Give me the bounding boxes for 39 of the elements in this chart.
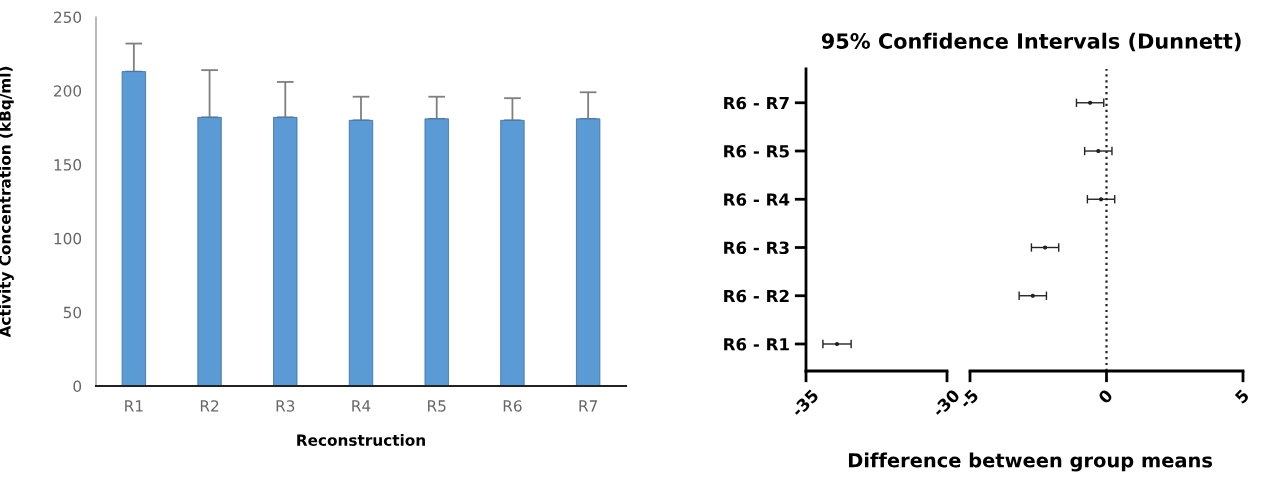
point	[1030, 293, 1035, 298]
y-tick-label: R6 - R7	[724, 96, 789, 110]
y-tick-label: R6 - R1	[724, 337, 789, 351]
x-tick-label: -30	[931, 388, 961, 418]
y-tick-label: 150	[54, 159, 82, 171]
y-tick-label: 200	[54, 85, 82, 97]
point	[1088, 100, 1093, 105]
y-tick-label: 250	[54, 11, 82, 24]
bar	[424, 118, 449, 386]
point	[1042, 245, 1048, 250]
y-tick-label: 0	[73, 380, 82, 393]
bar	[575, 118, 601, 386]
text: 95% Confidence Intervals (Dunnett)	[821, 32, 1241, 52]
y-tick-label: 50	[63, 306, 82, 319]
y-tick-label: R6 - R3	[724, 241, 789, 255]
x-tick-label: 0	[1097, 388, 1114, 405]
x-axis-title: Difference between group means	[848, 452, 1213, 472]
x-tick-label: R6	[503, 400, 522, 412]
x-tick-label: -35	[790, 388, 820, 418]
bar	[197, 116, 222, 386]
point	[1096, 148, 1101, 154]
bar	[121, 71, 147, 386]
x-tick-label: R7	[579, 400, 597, 412]
x-tick-label: R5	[428, 400, 446, 412]
point	[1098, 197, 1104, 202]
x-tick-label: R1	[125, 400, 143, 412]
x-tick-label: R3	[276, 400, 295, 412]
x-tick-label: -5	[958, 388, 980, 410]
y-tick-label: R6 - R4	[724, 193, 790, 206]
x-tick-label: R4	[352, 400, 371, 412]
x-axis-title: Reconstruction	[297, 434, 425, 446]
y-tick-label: R6 - R2	[724, 289, 789, 303]
bar	[273, 116, 298, 386]
y-tick-label: 100	[54, 232, 82, 245]
x-tick-label: R2	[200, 400, 219, 412]
bar	[500, 119, 525, 386]
x-tick-label: 5	[1234, 388, 1250, 405]
y-tick-label: R6 - R5	[724, 144, 789, 158]
bar	[348, 119, 374, 386]
